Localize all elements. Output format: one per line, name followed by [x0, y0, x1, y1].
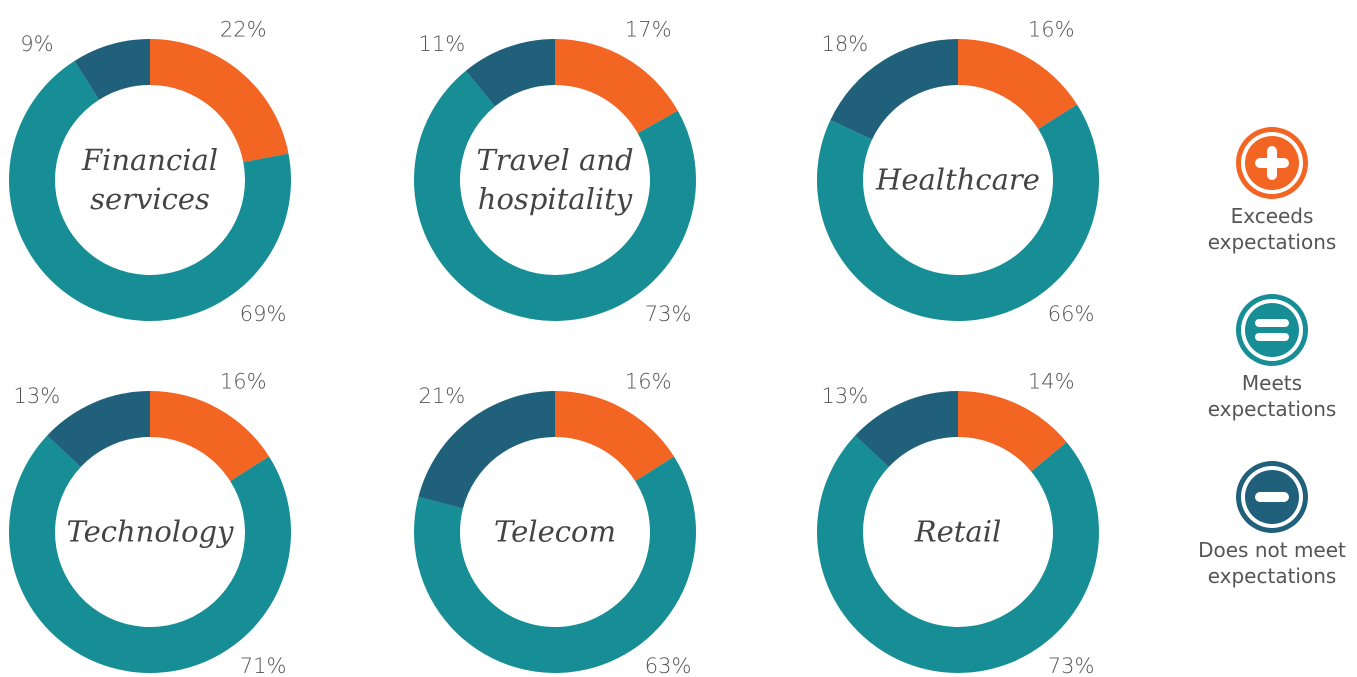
value-label: 16% — [220, 370, 267, 394]
value-label: 22% — [220, 18, 267, 42]
value-label: 63% — [645, 654, 692, 677]
value-label: 73% — [1048, 654, 1095, 677]
value-label: 66% — [1048, 302, 1095, 326]
donut-slice — [958, 391, 1067, 472]
legend-symbol — [1255, 492, 1289, 502]
donut-slice — [413, 456, 696, 673]
legend-label: Does not meet expectations — [1198, 538, 1346, 588]
donut-title: Financial services — [81, 142, 219, 216]
donut-title: Telecom — [494, 514, 616, 549]
donut-slice — [816, 435, 1099, 673]
donut-title: Retail — [914, 514, 1002, 549]
value-label: 11% — [419, 32, 466, 56]
donut-slice — [855, 391, 958, 467]
donut-slice — [413, 70, 696, 321]
value-label: 14% — [1028, 370, 1075, 394]
donut-title: Technology — [66, 514, 234, 549]
legend-symbol — [1267, 146, 1277, 180]
donut-slice — [150, 39, 289, 163]
donut-slice — [8, 435, 291, 673]
value-label: 21% — [419, 384, 466, 408]
value-label: 73% — [645, 302, 692, 326]
value-label: 16% — [625, 370, 672, 394]
legend-label: Meets expectations — [1207, 371, 1337, 421]
value-label: 71% — [240, 654, 287, 677]
value-label: 13% — [822, 384, 869, 408]
donut-slice — [150, 391, 270, 482]
donut-slice — [555, 391, 675, 482]
donut-slice — [8, 60, 291, 321]
donut-slice — [830, 39, 958, 140]
donut-slice — [465, 39, 555, 107]
donut-slice — [817, 104, 1099, 321]
legend-symbol — [1255, 319, 1289, 327]
value-label: 16% — [1028, 18, 1075, 42]
donut-slice — [47, 391, 150, 467]
legend-icon-core — [1245, 303, 1299, 357]
donut-slice — [958, 39, 1078, 130]
legend-symbol — [1255, 333, 1289, 341]
value-label: 17% — [625, 18, 672, 42]
value-label: 9% — [20, 32, 53, 56]
legend-label: Exceeds expectations — [1207, 204, 1337, 254]
donut-slice — [418, 390, 555, 509]
value-label: 69% — [240, 302, 287, 326]
donut-title: Healthcare — [876, 162, 1040, 197]
value-label: 13% — [14, 384, 61, 408]
value-label: 18% — [822, 32, 869, 56]
donut-slice — [555, 39, 678, 134]
donut-slice — [74, 39, 150, 100]
donut-title: Travel and hospitality — [476, 142, 634, 216]
